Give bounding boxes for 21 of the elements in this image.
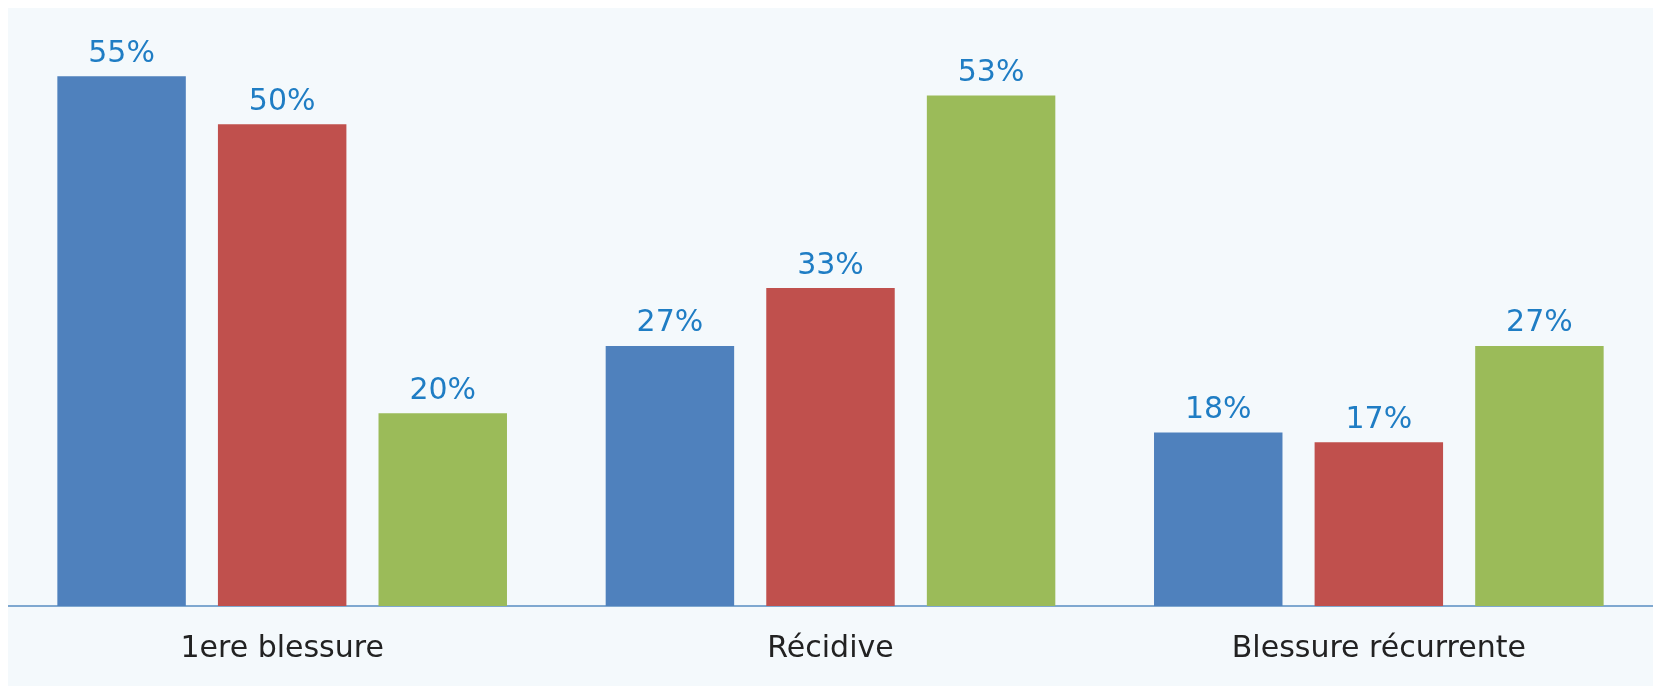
bar: [1154, 432, 1283, 606]
bar: [605, 345, 735, 606]
data-label: 33%: [797, 245, 864, 281]
bar: [1314, 442, 1444, 606]
x-tick-label: 1ere blessure: [180, 628, 384, 664]
data-label: 27%: [1506, 303, 1573, 339]
data-label: 20%: [409, 370, 477, 406]
bar: [378, 413, 507, 606]
bar: [217, 124, 347, 606]
data-label: 50%: [248, 81, 316, 117]
data-label: 18%: [1184, 390, 1252, 426]
data-label: 17%: [1345, 399, 1413, 435]
data-label: 27%: [636, 303, 704, 339]
bar: [57, 76, 186, 606]
bar: [1475, 345, 1604, 606]
bar: [926, 95, 1056, 606]
x-tick-label: Blessure récurrente: [1231, 628, 1526, 664]
bar: [766, 288, 895, 606]
data-label: 53%: [957, 52, 1025, 88]
data-label: 55%: [88, 33, 155, 69]
x-tick-label: Récidive: [767, 628, 894, 664]
